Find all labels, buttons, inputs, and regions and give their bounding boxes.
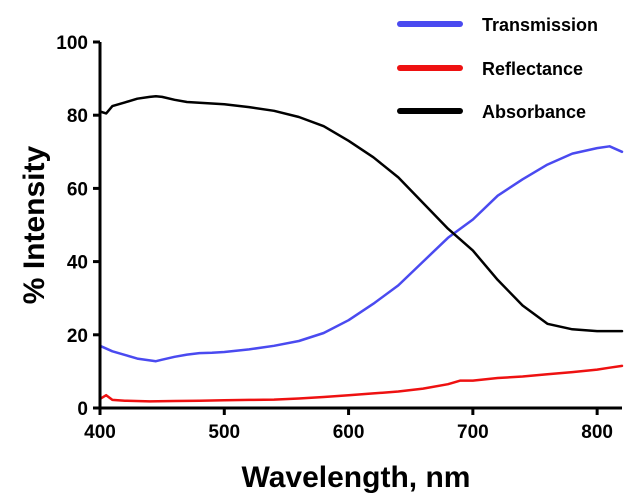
y-tick-label: 0 <box>77 399 88 420</box>
legend-label-transmission: Transmission <box>482 15 598 35</box>
y-tick-label: 80 <box>67 106 88 127</box>
x-axis-title: Wavelength, nm <box>242 461 471 494</box>
y-tick-label: 100 <box>56 33 88 54</box>
x-tick-label: 700 <box>457 422 489 443</box>
series-line-transmission <box>98 145 624 363</box>
series-line-reflectance <box>98 364 624 403</box>
series-line-absorbance <box>98 94 624 333</box>
series-layer <box>98 94 624 403</box>
y-tick-label: 40 <box>67 253 88 274</box>
y-axis-title: % Intensity <box>18 146 51 305</box>
y-tick-label: 20 <box>67 326 88 347</box>
legend-label-reflectance: Reflectance <box>482 59 583 79</box>
x-tick-label: 600 <box>333 422 365 443</box>
x-tick-label: 800 <box>581 422 613 443</box>
ticks-layer: 400 500 600 700 800 0 20 40 60 80 100 <box>56 33 613 443</box>
y-tick-label: 60 <box>67 179 88 200</box>
axes-layer <box>98 42 622 410</box>
x-tick-label: 500 <box>208 422 240 443</box>
x-tick-label: 400 <box>84 422 116 443</box>
legend-label-absorbance: Absorbance <box>482 102 586 122</box>
legend: Transmission Reflectance Absorbance <box>397 15 598 122</box>
